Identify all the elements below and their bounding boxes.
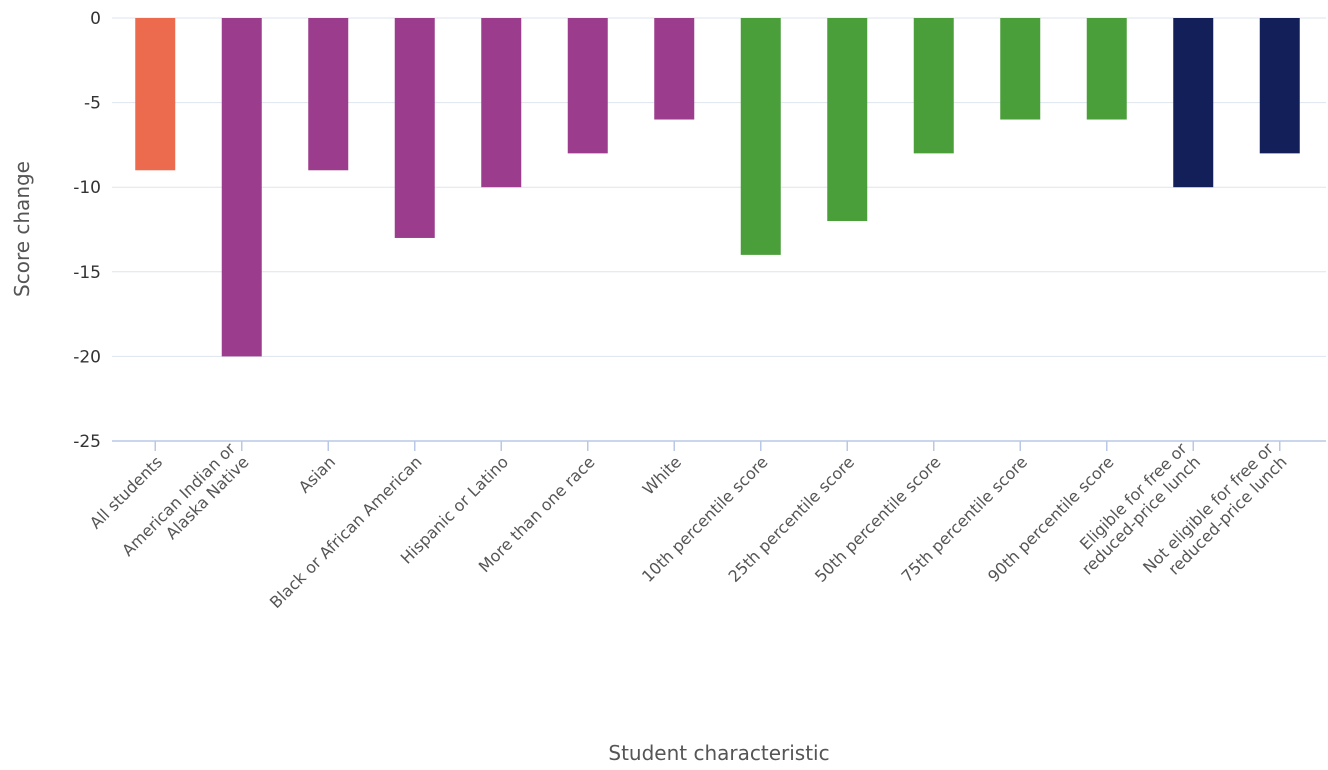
x-axis bbox=[112, 440, 1326, 451]
bar bbox=[308, 18, 349, 171]
bar bbox=[1173, 18, 1214, 188]
x-tick-label-line: American Indian or bbox=[118, 439, 239, 560]
y-tick-label: -25 bbox=[73, 432, 101, 452]
bar bbox=[394, 18, 435, 238]
bar bbox=[567, 18, 608, 154]
y-tick-label: -15 bbox=[73, 263, 101, 283]
bars bbox=[135, 18, 1300, 357]
y-tick-label: -5 bbox=[84, 94, 101, 114]
x-tick-label: Black or African American bbox=[266, 452, 426, 612]
x-tick-label: White bbox=[639, 452, 685, 498]
bar bbox=[913, 18, 954, 154]
x-axis-title: Student characteristic bbox=[608, 741, 829, 765]
x-tick-label-line: White bbox=[639, 452, 685, 498]
y-tick-label: 0 bbox=[90, 9, 101, 29]
x-tick-label-line: Black or African American bbox=[266, 452, 426, 612]
bar bbox=[827, 18, 868, 222]
bar bbox=[1259, 18, 1300, 154]
bar bbox=[654, 18, 695, 120]
bar bbox=[135, 18, 176, 171]
bar bbox=[1000, 18, 1041, 120]
y-axis-ticks: 0 -5 -10 -15 -20 -25 bbox=[73, 9, 101, 452]
gridlines bbox=[112, 17, 1326, 357]
x-tick-label-line: Asian bbox=[295, 452, 339, 496]
x-tick-label: Asian bbox=[295, 452, 339, 496]
y-tick-label: -10 bbox=[73, 178, 101, 198]
y-tick-label: -20 bbox=[73, 347, 101, 367]
bar bbox=[481, 18, 522, 188]
y-axis-title: Score change bbox=[10, 161, 34, 297]
bar bbox=[1086, 18, 1127, 120]
bar bbox=[221, 18, 262, 357]
x-tick-label: American Indian orAlaska Native bbox=[118, 439, 253, 574]
bar bbox=[740, 18, 781, 255]
